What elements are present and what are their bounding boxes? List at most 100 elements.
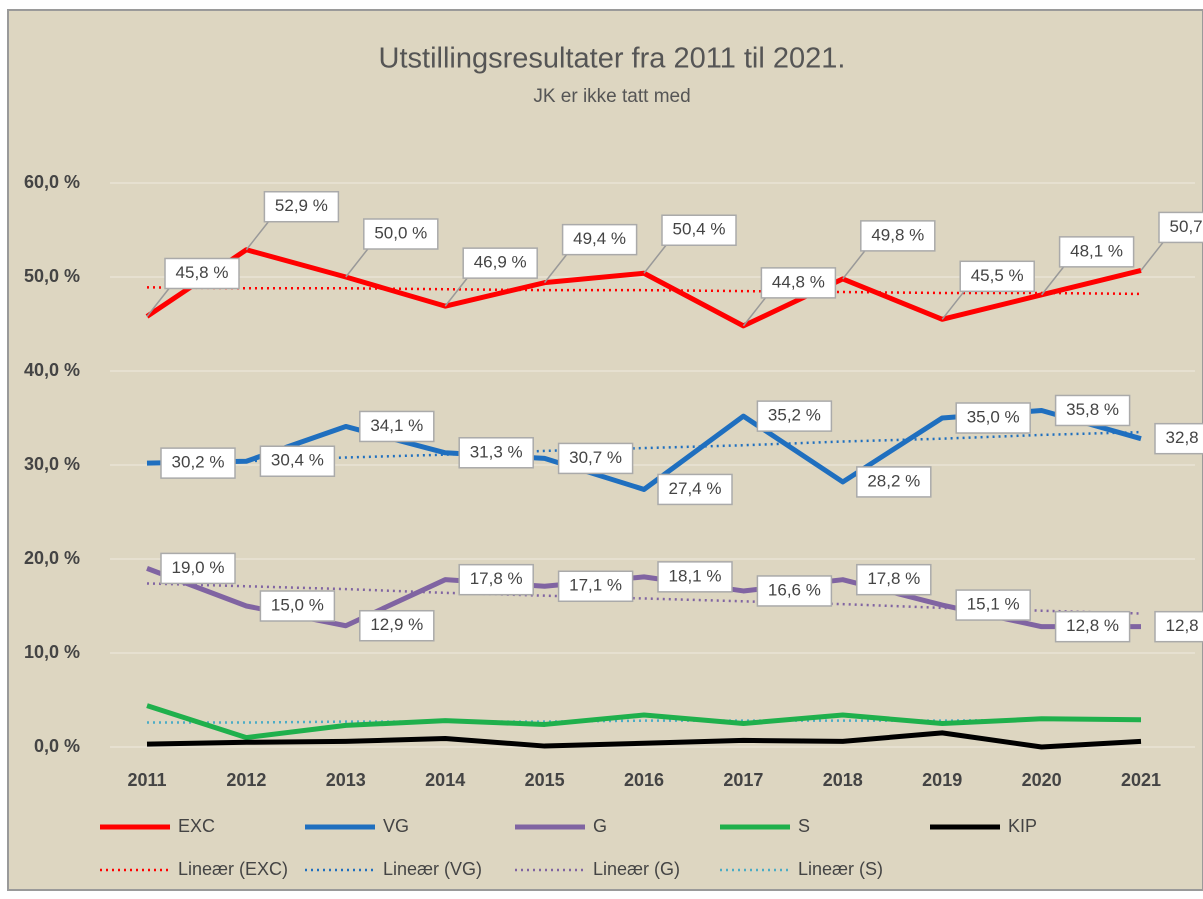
leader-line [643,244,667,274]
data-label: 35,0 % [967,407,1020,426]
legend-label: VG [383,816,409,836]
leader-line [1041,266,1065,296]
data-label-box [458,563,534,596]
x-tick-label: 2011 [127,770,166,790]
leader-line [345,248,369,278]
data-label-box [462,247,538,279]
data-label: 52,9 % [275,196,328,215]
legend-label: EXC [178,816,215,836]
data-label: 48,1 % [1070,241,1123,260]
data-label: 17,8 % [867,569,920,588]
data-label: 27,4 % [669,479,722,498]
data-label-box [1154,422,1203,455]
leader-line [842,250,866,280]
y-tick-label: 40,0 % [24,360,80,380]
leader-line [742,297,766,327]
data-label: 34,1 % [370,416,423,435]
leader-line [444,277,468,307]
legend-label: Lineær (EXC) [178,859,288,879]
data-label: 30,7 % [569,448,622,467]
data-label: 30,4 % [271,451,324,470]
data-label-box [557,570,634,603]
data-label: 35,2 % [768,406,821,425]
x-tick-label: 2013 [326,770,366,790]
x-tick-label: 2018 [823,770,863,790]
data-label: 12,8 % [1066,616,1119,635]
legend-label: G [593,816,607,836]
y-tick-label: 20,0 % [24,548,80,568]
data-label: 44,8 % [772,272,825,291]
y-tick-label: 50,0 % [24,266,80,286]
data-label: 49,4 % [573,229,626,248]
data-label-box [164,257,240,290]
data-label-box [657,473,733,506]
leader-line [941,290,965,320]
data-label-box [955,402,1031,434]
data-label: 18,1 % [669,566,722,585]
data-label-box [1154,610,1203,643]
data-label-box [856,563,932,596]
data-label-box [359,410,435,443]
y-tick-label: 0,0 % [34,736,80,756]
data-label-box [955,589,1031,621]
data-label: 50,7 % [1170,217,1203,236]
data-label: 49,8 % [871,225,924,244]
series-line [146,730,1142,750]
data-label: 45,8 % [176,263,229,282]
trend-line [146,286,1142,296]
legend-label: KIP [1008,816,1037,836]
data-label-box [756,575,833,607]
x-tick-label: 2014 [425,770,465,790]
x-tick-label: 2020 [1022,770,1062,790]
data-label: 35,8 % [1066,400,1119,419]
data-label-box [657,561,733,593]
data-label: 15,0 % [271,595,324,614]
data-label-box [756,400,833,432]
data-label-box [458,437,534,469]
data-label-box [363,218,439,250]
x-tick-label: 2021 [1121,770,1161,790]
data-label-box [760,267,837,299]
data-label: 19,0 % [172,558,225,577]
leader-line [1140,241,1164,271]
data-label: 45,5 % [971,266,1024,285]
y-tick-label: 60,0 % [24,172,80,192]
legend-label: S [798,816,810,836]
data-label-box [661,214,737,246]
data-label-box [259,590,336,622]
leader-line [146,288,170,317]
data-label: 28,2 % [867,471,920,490]
leader-line [245,221,269,251]
data-label: 12,9 % [370,615,423,634]
data-label: 15,1 % [967,595,1020,614]
data-label-box [557,442,634,475]
data-label-box [1058,236,1135,268]
chart-subtitle: JK er ikke tatt med [533,86,690,107]
data-label: 17,1 % [569,576,622,595]
legend-label: Lineær (S) [798,859,883,879]
y-tick-label: 10,0 % [24,642,80,662]
x-tick-label: 2016 [624,770,664,790]
chart-title: Utstillingsresultater fra 2011 til 2021. [379,43,846,75]
data-label: 50,4 % [673,220,726,239]
data-label-box [856,466,932,498]
x-tick-label: 2019 [922,770,962,790]
data-label-box [1054,610,1131,643]
data-label: 16,6 % [768,580,821,599]
leader-line [544,254,568,284]
data-label-box [259,445,336,477]
x-tick-label: 2017 [723,770,763,790]
data-label: 12,8 % [1166,616,1203,635]
trend-line [146,430,1142,466]
data-label: 32,8 % [1166,428,1203,447]
data-label-box [160,447,236,479]
x-tick-label: 2015 [525,770,565,790]
y-tick-label: 30,0 % [24,454,80,474]
data-label-box [160,552,236,585]
legend-label: Lineær (VG) [383,859,482,879]
data-label-box [1054,394,1131,427]
series-line [146,703,1142,741]
data-label: 50,0 % [374,223,427,242]
data-label-box [1158,211,1203,244]
